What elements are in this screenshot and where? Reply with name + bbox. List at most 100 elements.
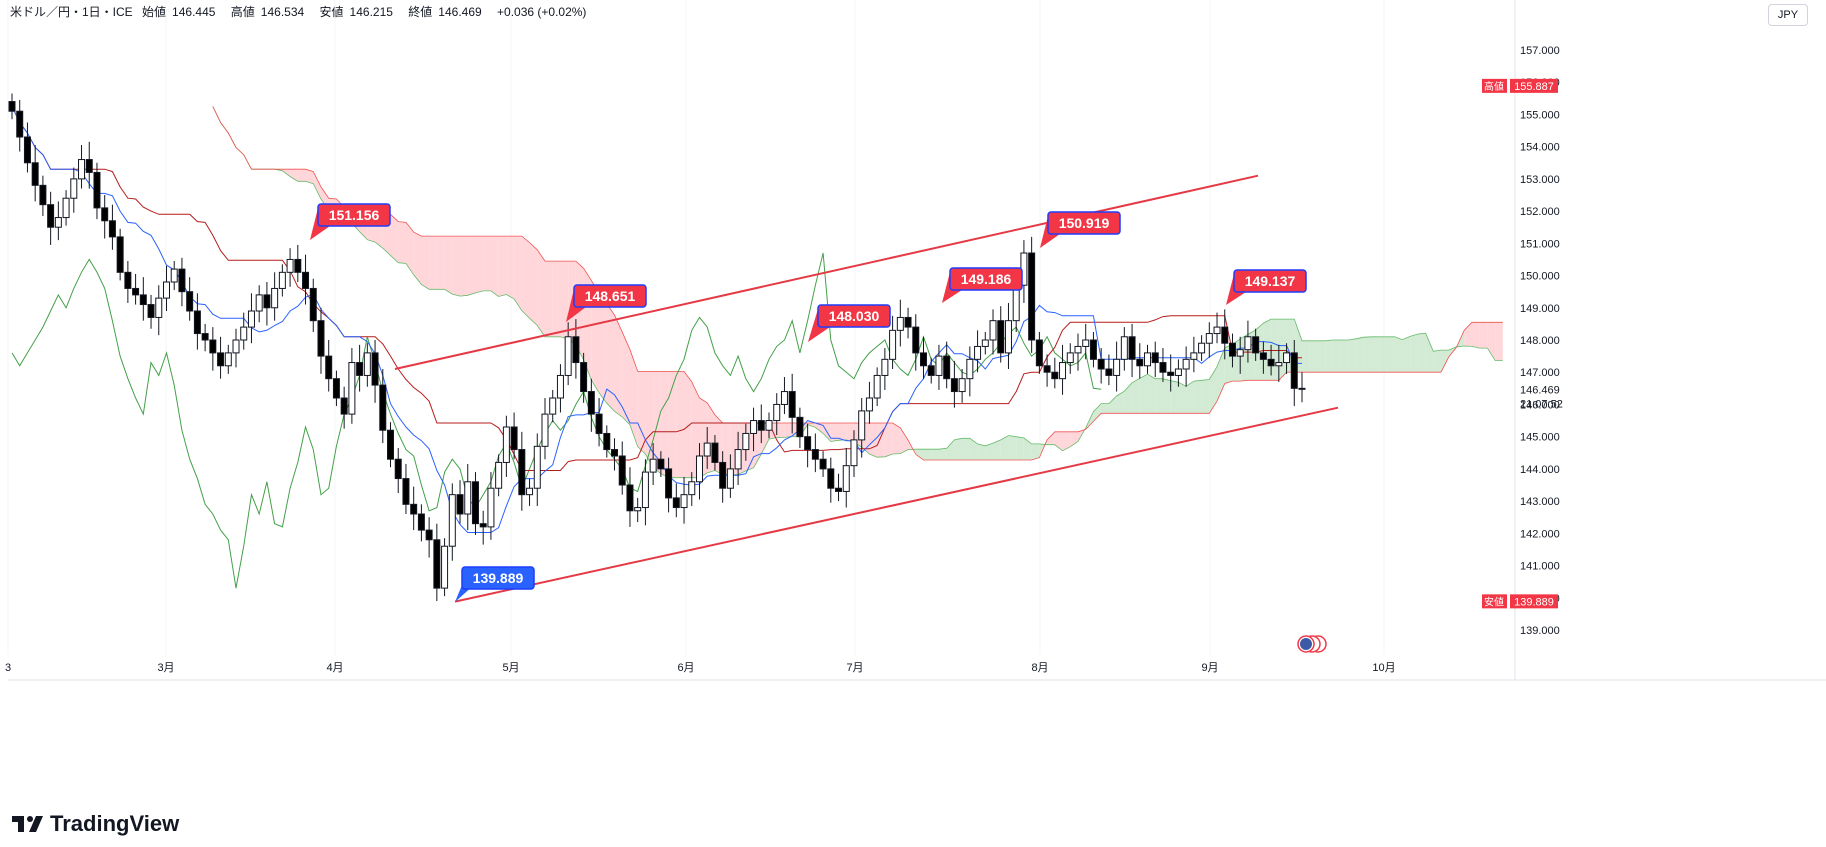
candle-body [510, 426, 518, 451]
candle-body [873, 374, 881, 399]
cloud-segment [429, 236, 437, 290]
cloud-segment [1263, 319, 1272, 381]
callout-box [461, 566, 535, 590]
price-chart[interactable]: 151.156 148.651 139.889 148.030 149.186 150.9… [0, 0, 1826, 800]
price-callout: 149.186 [942, 267, 1023, 303]
candle-body [950, 378, 958, 393]
candle-body [47, 204, 55, 228]
candle-body [1267, 358, 1275, 367]
candle-body [294, 258, 302, 273]
us-flag-icon [1300, 638, 1312, 650]
cloud-segment [993, 439, 1001, 461]
cloud-segment [1186, 381, 1194, 414]
candle-body [757, 420, 765, 431]
price-callout: 148.030 [808, 304, 891, 342]
candle-body [1128, 336, 1136, 360]
cloud-segment [514, 236, 522, 311]
cloud-segment [1278, 319, 1287, 381]
high-marker-value-box [1510, 78, 1558, 93]
cloud-segment [838, 422, 847, 441]
price-callout: 151.156 [310, 203, 391, 240]
cloud-segment [305, 169, 314, 184]
candle-body [108, 220, 116, 238]
candle-body [981, 339, 989, 347]
cloud-segment [962, 438, 970, 461]
candle-body [672, 497, 680, 509]
cloud-segment [421, 236, 430, 290]
cloud-segment [1108, 395, 1117, 414]
price-tick-label: 152.000 [1520, 206, 1560, 218]
cloud-segment [684, 371, 692, 478]
candle-body [533, 445, 541, 489]
cloud-segment [405, 222, 414, 275]
cloud-segment [1402, 336, 1411, 373]
chart-header: 米ドル／円・1日・ICE 始値 146.445 高値 146.534 安値 146.2… [10, 3, 592, 23]
price-tick-label: 142.000 [1520, 528, 1560, 540]
cloud-segment [1170, 380, 1179, 414]
candle-body [556, 374, 564, 399]
time-tick-label: 8月 [1031, 662, 1048, 674]
candle-body [680, 494, 688, 509]
candle-body [317, 320, 325, 357]
cloud-segment [815, 422, 824, 434]
cloud-segment [1162, 378, 1171, 414]
tradingview-logo[interactable]: TradingView [12, 810, 179, 838]
candle-body [1290, 352, 1298, 389]
grid-lines [7, 0, 1826, 681]
cloud-segment [537, 249, 545, 337]
currency-selector[interactable]: JPY [1768, 4, 1808, 26]
candle-body [1035, 339, 1043, 367]
candle-body [93, 171, 101, 209]
price-axis[interactable]: 157.000156.000155.000154.000153.000152.0… [1482, 0, 1563, 680]
cloud-segment [1425, 333, 1434, 373]
cloud-segment [622, 331, 630, 425]
candle-body [201, 333, 209, 341]
channel-upper-line [394, 174, 1259, 370]
cloud-segment [830, 422, 839, 442]
candle-body [1043, 365, 1051, 373]
candle-body [8, 101, 16, 112]
candle-body [750, 420, 758, 434]
candle-body [1259, 352, 1267, 360]
candle-body [1198, 342, 1206, 354]
cloud-segment [629, 349, 638, 447]
callout-label: 150.919 [1059, 215, 1110, 231]
cloud-segment [444, 236, 453, 295]
candle-body [649, 458, 657, 473]
cloud-segment [1479, 322, 1488, 349]
candle-body [603, 432, 611, 451]
cloud-segment [1016, 436, 1024, 461]
candle-body [1275, 362, 1283, 367]
candle-body [379, 384, 387, 431]
cloud-segment [1332, 340, 1341, 373]
time-axis[interactable]: 3 3月 4月 5月 6月 7月 8月 9月 10月 [5, 662, 1396, 674]
cloud-segment [1302, 340, 1310, 373]
economic-event-icons[interactable] [1297, 635, 1327, 653]
time-tick-label: 6月 [677, 662, 694, 674]
candle-body [278, 271, 286, 289]
high-marker-tag-label: 高値 [1484, 80, 1504, 93]
close-label: 終値 146.469 [408, 5, 482, 19]
cloud-segment [529, 242, 538, 326]
time-tick-label: 4月 [326, 662, 343, 674]
candle-body [162, 281, 170, 299]
candle-body [325, 355, 333, 380]
cloud-segment [1201, 379, 1210, 414]
candle-body [1167, 371, 1175, 376]
candle-body [186, 291, 194, 312]
candle-body [139, 294, 147, 306]
indicator-lines [11, 106, 1302, 589]
candle-body [178, 268, 186, 293]
candle-body [688, 481, 696, 496]
candle-body [919, 352, 927, 367]
candle-body [1182, 358, 1190, 370]
candle-body [626, 484, 634, 512]
candle-body [966, 358, 974, 380]
channel-lower-line [454, 406, 1339, 603]
candle-body [170, 268, 178, 283]
cloud-segment [599, 293, 607, 404]
cloud-segment [676, 371, 685, 478]
cloud-segment [660, 371, 669, 478]
cloud-segment [1371, 336, 1380, 373]
cloud-segment [1209, 366, 1218, 414]
